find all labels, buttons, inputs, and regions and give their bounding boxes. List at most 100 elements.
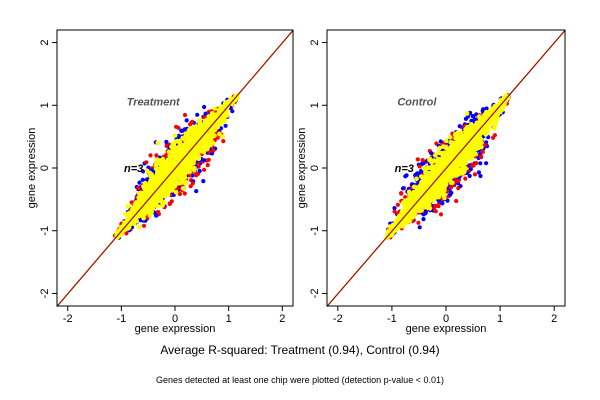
data-point [149, 172, 154, 177]
data-point [212, 106, 217, 111]
data-point [154, 163, 159, 169]
data-point [138, 218, 143, 223]
data-point [172, 144, 177, 149]
data-point [141, 223, 147, 228]
data-point [190, 132, 196, 138]
data-point [146, 182, 151, 188]
data-point [178, 180, 184, 186]
data-point [161, 188, 166, 194]
data-point [203, 111, 208, 116]
data-point [467, 173, 472, 179]
data-point [448, 185, 454, 190]
data-point [182, 127, 187, 132]
data-point [204, 147, 210, 152]
data-point [448, 192, 453, 197]
data-point [202, 167, 207, 172]
data-point [187, 169, 192, 175]
data-point [140, 177, 145, 182]
data-point [479, 155, 484, 160]
data-point [457, 124, 462, 129]
data-point [202, 104, 207, 110]
data-point [197, 168, 202, 174]
data-point [182, 112, 188, 118]
data-point [168, 153, 173, 159]
data-point [183, 140, 189, 146]
data-point [433, 153, 438, 158]
data-point [179, 145, 185, 151]
data-point [194, 189, 199, 194]
data-point [157, 158, 163, 163]
data-point [480, 149, 485, 154]
data-point [189, 156, 194, 161]
panel-title: Treatment [127, 96, 181, 108]
data-point [417, 225, 422, 230]
data-point [184, 118, 189, 123]
data-point [454, 198, 459, 204]
data-point [420, 158, 425, 163]
data-point [190, 150, 195, 155]
data-point [455, 179, 460, 184]
data-point [476, 170, 481, 175]
data-point [137, 180, 142, 185]
data-point [182, 175, 188, 180]
data-point [421, 217, 426, 222]
data-point [173, 189, 179, 195]
data-point [433, 209, 438, 214]
data-point [202, 140, 207, 146]
data-point [211, 127, 216, 132]
data-point [169, 199, 174, 204]
data-point [143, 196, 148, 201]
data-point [201, 179, 206, 184]
data-point [210, 111, 215, 116]
y-tick-label: -1 [39, 226, 51, 236]
data-point [415, 157, 420, 162]
data-point [433, 203, 438, 209]
data-point [167, 183, 172, 188]
data-point [478, 173, 483, 179]
data-point [160, 203, 165, 208]
n-label: n=3 [124, 163, 143, 175]
data-point [146, 208, 152, 214]
data-point [208, 142, 213, 148]
data-point [165, 161, 171, 166]
x-tick-label: -1 [116, 313, 126, 325]
data-point [177, 191, 182, 197]
data-point [217, 121, 222, 126]
data-point [429, 151, 434, 156]
data-point [220, 134, 225, 139]
x-tick-label: 2 [279, 313, 285, 325]
x-tick-label: -2 [63, 313, 73, 325]
data-point [179, 168, 185, 174]
data-point [125, 204, 131, 209]
y-tick-label: 2 [39, 39, 51, 45]
data-point [183, 146, 189, 152]
data-point [400, 186, 406, 191]
data-point [136, 224, 142, 230]
data-point [174, 158, 179, 163]
data-point [222, 118, 228, 123]
y-tick-label: 0 [39, 165, 51, 171]
data-point [144, 160, 149, 165]
data-point [395, 202, 400, 207]
data-point [139, 211, 145, 217]
data-point [155, 203, 160, 209]
data-point [154, 153, 159, 158]
data-point [164, 153, 169, 158]
data-point [183, 179, 189, 185]
data-point [416, 220, 421, 225]
data-point [153, 192, 159, 198]
data-point [180, 164, 186, 169]
data-point [152, 198, 158, 204]
data-point [195, 112, 200, 117]
x-axis-label: gene expression [135, 323, 216, 335]
data-point [172, 133, 178, 138]
data-point [190, 181, 195, 186]
data-point [192, 167, 197, 173]
y-tick-label: 1 [39, 102, 51, 108]
y-tick-label: -2 [39, 289, 51, 299]
data-point [472, 172, 478, 177]
data-point [447, 135, 453, 140]
data-point [179, 128, 184, 133]
data-point [188, 122, 193, 127]
